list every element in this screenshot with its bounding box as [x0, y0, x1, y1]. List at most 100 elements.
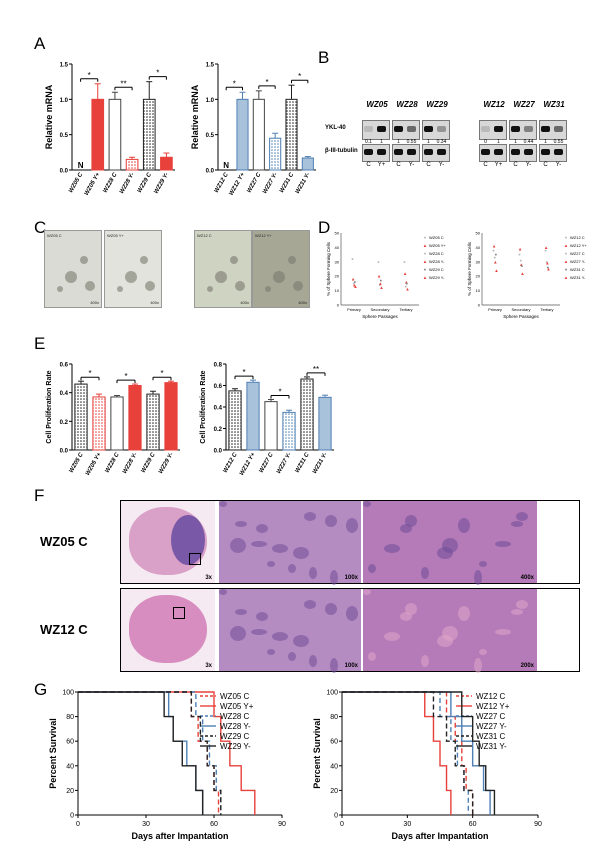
- blot-quant-value: 0.55: [406, 139, 417, 145]
- scatter-point: ●: [378, 282, 381, 287]
- scatter-point: ▲: [403, 271, 407, 276]
- legend-label: WZ12 C: [570, 235, 585, 240]
- sphere-colony: [80, 256, 88, 264]
- x-tick-label: Tertiary: [399, 307, 412, 312]
- y-tick-label: 0.2: [60, 420, 69, 426]
- y-tick-label: 0.6: [60, 363, 69, 369]
- significance-star: *: [124, 372, 127, 381]
- blot-ykl40-strip: [392, 120, 420, 140]
- y-axis-label: % of Sphere Forming Cells: [326, 241, 331, 296]
- panel-g-right-chart: 0 20 40 60 80 100 0 30 60 90 Percent Survival Days …: [312, 690, 542, 842]
- y-tick-label: 0.0: [214, 449, 223, 455]
- tissue-texture: [421, 567, 429, 579]
- legend-marker: ●: [424, 251, 427, 256]
- x-tick-label: WZ29 C: [137, 171, 154, 194]
- blot-ykl40-strip: [539, 120, 567, 140]
- y-tick-label: 0: [478, 303, 481, 308]
- x-tick-label: WZ12 Y+: [239, 452, 257, 477]
- blot-band-tubulin: [437, 149, 446, 155]
- x-tick-label: 30: [403, 821, 411, 828]
- legend-marker: ▲: [564, 275, 568, 280]
- sphere-colony: [215, 271, 227, 283]
- scatter-point: ●: [404, 284, 407, 289]
- y-tick-label: 0.6: [214, 384, 223, 390]
- blot-band-ykl40: [377, 126, 386, 132]
- blot-band-tubulin: [407, 149, 416, 155]
- histology-image: 200x: [361, 589, 537, 673]
- blot-quant-value: 1: [514, 139, 517, 145]
- y-tick-label: 0: [334, 813, 338, 820]
- y-tick-label: 10: [476, 288, 481, 293]
- blot-tubulin-strip: [392, 144, 420, 162]
- blot-band-ykl40: [424, 126, 433, 132]
- histology-row-label: WZ05 C: [40, 534, 88, 549]
- brain-section: [129, 595, 207, 663]
- x-axis-label: Sphere Passages: [503, 314, 539, 319]
- survival-curve: [78, 691, 222, 815]
- blot-band-ykl40: [541, 126, 550, 132]
- scatter-point: ▲: [404, 279, 408, 284]
- y-tick-label: 60: [330, 739, 338, 746]
- tissue-texture: [304, 600, 316, 609]
- x-tick-label: WZ27 Y-: [262, 172, 279, 195]
- tissue-texture: [405, 515, 417, 527]
- survival-curve: [342, 691, 496, 815]
- blot-quant-value: 1: [544, 139, 547, 145]
- tissue-texture: [230, 538, 246, 553]
- scatter-point: ●: [519, 258, 522, 263]
- tissue-texture: [304, 512, 316, 521]
- survival-curve: [78, 691, 204, 815]
- scatter-point: ●: [521, 264, 524, 269]
- blot-band-ykl40: [554, 126, 563, 132]
- legend-marker: ▲: [564, 243, 568, 248]
- sphere-colony: [65, 271, 77, 283]
- x-tick-label: 60: [210, 821, 218, 828]
- blot-sample-name: WZ12: [483, 100, 505, 109]
- histology-magnification: 3x: [205, 663, 212, 669]
- histology-image: 3x: [121, 501, 215, 583]
- bar: [92, 396, 106, 451]
- bar: [164, 382, 178, 451]
- tissue-texture: [288, 652, 296, 661]
- y-tick-label: 0.0: [206, 169, 215, 175]
- scatter-point: ▲: [493, 259, 497, 264]
- y-tick-label: 1.0: [206, 98, 215, 104]
- panel-e-right-chart: 0.0 0.2 0.4 0.6 0.8 Cell Proliferation Rate WZ…: [200, 363, 334, 477]
- legend-label: WZ05 C: [429, 235, 444, 240]
- micrograph-label: WZ05 C: [47, 233, 62, 238]
- histology-strip: 3x 100x 400x: [120, 500, 580, 585]
- y-tick-label: 40: [476, 245, 481, 250]
- blot-band-tubulin: [541, 149, 550, 155]
- bar: [252, 98, 265, 171]
- survival-curve: [342, 691, 452, 815]
- tissue-texture: [251, 629, 267, 635]
- bar-marker: N: [78, 161, 84, 170]
- x-tick-label: WZ28 C: [105, 451, 122, 474]
- blot-quant-value: 1: [427, 139, 430, 145]
- sphere-colony: [145, 281, 155, 291]
- blot-tubulin-strip: [422, 144, 450, 162]
- y-tick-label: 80: [66, 714, 74, 721]
- sphere-colony: [230, 256, 238, 264]
- blot-quant-value: 1: [397, 139, 400, 145]
- tissue-texture: [442, 538, 458, 553]
- scatter-point: ●: [545, 259, 548, 264]
- bar: [128, 385, 142, 451]
- blot-band-tubulin: [524, 149, 533, 155]
- blot-lane-label: C: [483, 162, 488, 168]
- legend-label: WZ28 C: [429, 251, 444, 256]
- scatter-point: ▲: [520, 271, 524, 276]
- blot-lane-label: Y-: [408, 162, 415, 168]
- panel-label-a: A: [34, 34, 46, 53]
- tissue-texture: [235, 609, 247, 615]
- tissue-texture: [219, 501, 227, 507]
- histology-magnification: 200x: [520, 663, 534, 669]
- tissue-texture: [330, 570, 338, 585]
- legend-label: WZ12 Y+: [476, 702, 510, 711]
- blot-lane-label: C: [513, 162, 518, 168]
- tissue-texture: [346, 518, 358, 533]
- y-tick-label: 20: [330, 788, 338, 795]
- scatter-point: ▲: [405, 287, 409, 292]
- tissue-texture: [495, 629, 511, 635]
- blot-band-tubulin: [377, 149, 386, 155]
